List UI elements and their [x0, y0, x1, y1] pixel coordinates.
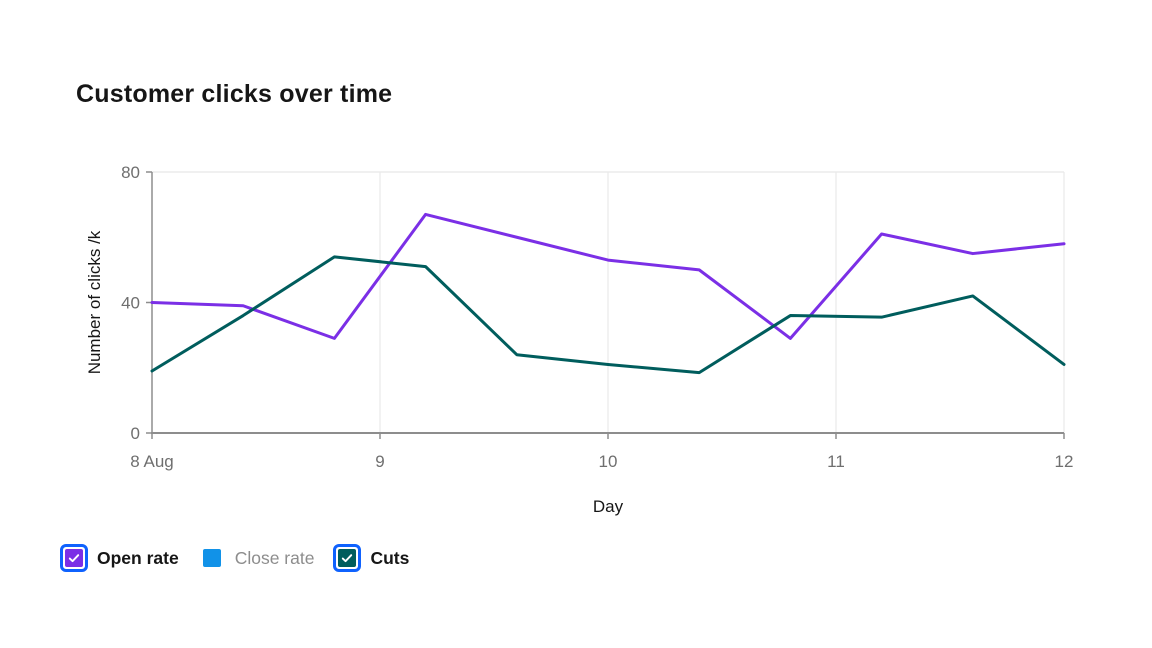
chart-title: Customer clicks over time [76, 80, 393, 108]
y-axis-title: Number of clicks /k [85, 230, 104, 374]
y-tick-label: 0 [131, 424, 140, 443]
checkbox-unchecked-icon [198, 544, 226, 572]
y-tick-label: 40 [121, 294, 140, 313]
legend-item-close-rate[interactable]: Close rate [198, 544, 315, 572]
chart-legend: Open rate Close rate Cuts [60, 544, 409, 572]
x-tick-label: 8 Aug [130, 452, 174, 471]
x-axis-title: Day [593, 497, 624, 516]
x-tick-label: 12 [1055, 452, 1074, 471]
legend-label: Open rate [97, 547, 179, 568]
x-tick-label: 10 [599, 452, 618, 471]
legend-label: Cuts [370, 547, 410, 568]
legend-item-open-rate[interactable]: Open rate [60, 544, 179, 572]
legend-item-cuts[interactable]: Cuts [333, 544, 409, 572]
series-line-open-rate [150, 212, 1066, 340]
check-mark-icon [342, 554, 353, 563]
checkbox-checked-icon [333, 544, 362, 572]
x-tick-label: 9 [375, 452, 384, 471]
x-tick-label: 11 [827, 452, 845, 471]
line-chart: 0 40 80 8 Aug 9 10 11 12 Day Number of clicks /k [85, 163, 1074, 516]
check-mark-icon [68, 554, 80, 563]
y-tick-label: 80 [121, 163, 140, 182]
checkbox-checked-icon [60, 544, 88, 572]
series-line-cuts [150, 255, 1066, 375]
legend-label: Close rate [234, 547, 315, 568]
